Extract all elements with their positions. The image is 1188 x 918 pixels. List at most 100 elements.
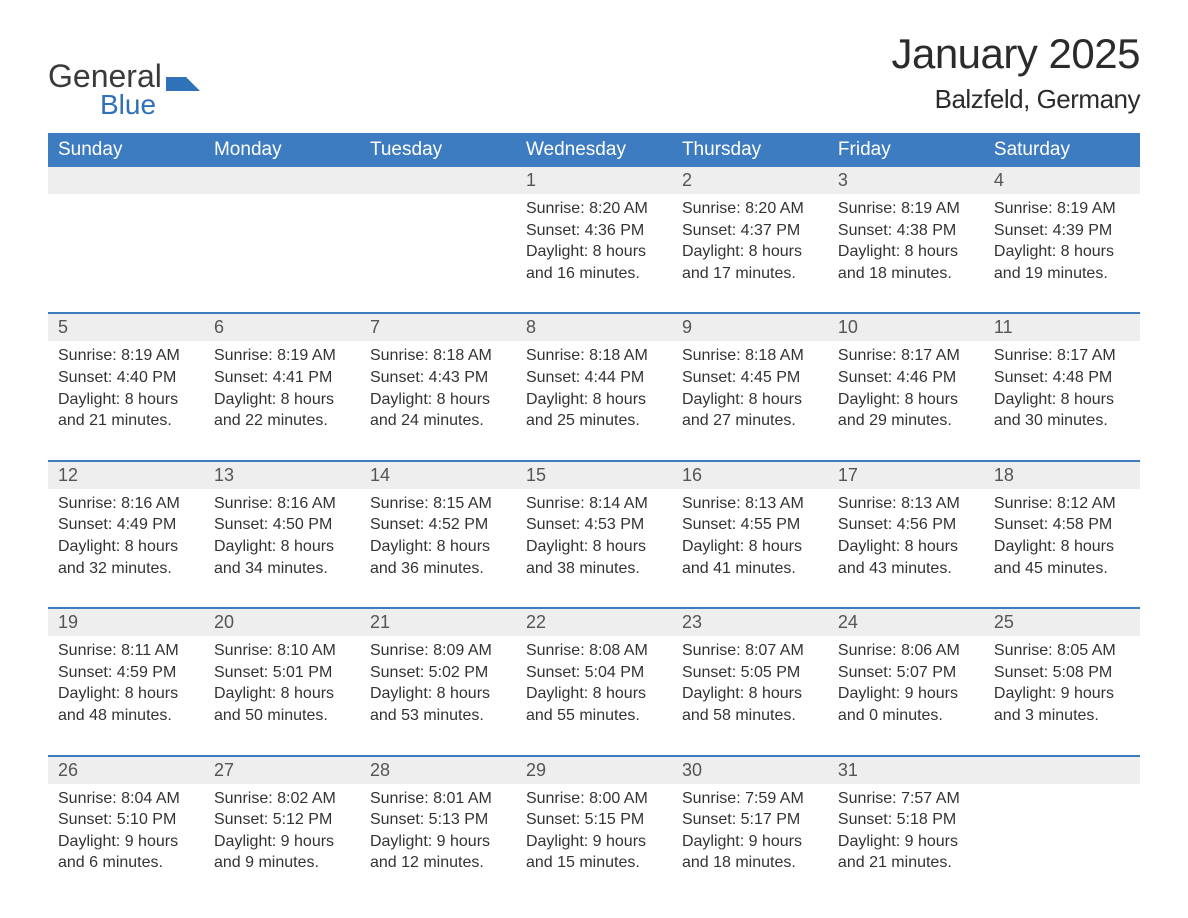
weekday-header: Friday [828, 133, 984, 167]
day-sunset: Sunset: 5:13 PM [370, 809, 506, 831]
day-number-cell: 31 [828, 756, 984, 784]
day-sunset: Sunset: 4:39 PM [994, 220, 1130, 242]
day-d1: Daylight: 9 hours [214, 831, 350, 853]
day-sunrise: Sunrise: 7:59 AM [682, 788, 818, 810]
day-sunrise: Sunrise: 8:20 AM [526, 198, 662, 220]
day-d1: Daylight: 8 hours [526, 683, 662, 705]
calendar-table: Sunday Monday Tuesday Wednesday Thursday… [48, 133, 1140, 902]
day-d2: and 9 minutes. [214, 852, 350, 874]
weekday-header: Sunday [48, 133, 204, 167]
location-subtitle: Balzfeld, Germany [891, 84, 1140, 115]
day-d1: Daylight: 8 hours [58, 683, 194, 705]
day-sunset: Sunset: 4:53 PM [526, 514, 662, 536]
day-number-cell: 30 [672, 756, 828, 784]
day-d2: and 41 minutes. [682, 558, 818, 580]
day-sunrise: Sunrise: 8:00 AM [526, 788, 662, 810]
day-sunset: Sunset: 4:48 PM [994, 367, 1130, 389]
day-number-cell: 20 [204, 608, 360, 636]
day-sunset: Sunset: 4:46 PM [838, 367, 974, 389]
logo: General Blue [48, 30, 200, 121]
day-d2: and 22 minutes. [214, 410, 350, 432]
day-detail-cell: Sunrise: 8:19 AMSunset: 4:38 PMDaylight:… [828, 194, 984, 313]
day-sunrise: Sunrise: 8:01 AM [370, 788, 506, 810]
day-d1: Daylight: 8 hours [214, 536, 350, 558]
daynum-row: 567891011 [48, 313, 1140, 341]
detail-row: Sunrise: 8:04 AMSunset: 5:10 PM Daylight:… [48, 784, 1140, 902]
day-d1: Daylight: 8 hours [58, 389, 194, 411]
day-detail-cell: Sunrise: 8:00 AMSunset: 5:15 PMDaylight:… [516, 784, 672, 902]
day-d2: and 18 minutes. [682, 852, 818, 874]
day-sunrise: Sunrise: 8:06 AM [838, 640, 974, 662]
day-number-cell: 5 [48, 313, 204, 341]
day-number-cell: 17 [828, 461, 984, 489]
day-number-cell: 7 [360, 313, 516, 341]
day-d2: and 48 minutes. [58, 705, 194, 727]
day-number-cell: 12 [48, 461, 204, 489]
day-number-cell: 14 [360, 461, 516, 489]
detail-row: Sunrise: 8:16 AMSunset: 4:49 PMDaylight:… [48, 489, 1140, 608]
day-sunset: Sunset: 4:40 PM [58, 367, 194, 389]
day-detail-cell: Sunrise: 8:18 AMSunset: 4:43 PMDaylight:… [360, 341, 516, 460]
day-detail-cell: Sunrise: 8:07 AMSunset: 5:05 PMDaylight:… [672, 636, 828, 755]
day-sunrise: Sunrise: 8:20 AM [682, 198, 818, 220]
day-sunrise: Sunrise: 8:13 AM [838, 493, 974, 515]
daynum-row: 12131415161718 [48, 461, 1140, 489]
day-detail-cell [984, 784, 1140, 902]
day-d2: and 15 minutes. [526, 852, 662, 874]
day-d1: Daylight: 8 hours [682, 683, 818, 705]
day-sunset: Sunset: 4:38 PM [838, 220, 974, 242]
day-number-cell: 10 [828, 313, 984, 341]
day-detail-cell: Sunrise: 8:06 AMSunset: 5:07 PMDaylight:… [828, 636, 984, 755]
day-d2: and 16 minutes. [526, 263, 662, 285]
day-sunset: Sunset: 5:10 PM [58, 809, 194, 831]
day-sunset: Sunset: 4:44 PM [526, 367, 662, 389]
day-sunrise: Sunrise: 8:05 AM [994, 640, 1130, 662]
day-detail-cell: Sunrise: 8:16 AMSunset: 4:49 PMDaylight:… [48, 489, 204, 608]
day-detail-cell: Sunrise: 8:19 AMSunset: 4:41 PMDaylight:… [204, 341, 360, 460]
weekday-header: Saturday [984, 133, 1140, 167]
day-d1: Daylight: 9 hours [838, 683, 974, 705]
day-d1: Daylight: 8 hours [994, 241, 1130, 263]
day-detail-cell: Sunrise: 8:04 AMSunset: 5:10 PMDaylight:… [48, 784, 204, 902]
day-d2: and 58 minutes. [682, 705, 818, 727]
day-detail-cell: Sunrise: 8:09 AMSunset: 5:02 PMDaylight:… [360, 636, 516, 755]
day-d2: and 29 minutes. [838, 410, 974, 432]
day-number-cell: 26 [48, 756, 204, 784]
day-sunset: Sunset: 5:12 PM [214, 809, 350, 831]
day-d2: and 50 minutes. [214, 705, 350, 727]
day-sunrise: Sunrise: 7:57 AM [838, 788, 974, 810]
day-d2: and 53 minutes. [370, 705, 506, 727]
day-d1: Daylight: 8 hours [682, 389, 818, 411]
day-sunrise: Sunrise: 8:08 AM [526, 640, 662, 662]
day-detail-cell: Sunrise: 8:12 AMSunset: 4:58 PMDaylight:… [984, 489, 1140, 608]
daynum-row: 19202122232425 [48, 608, 1140, 636]
day-sunset: Sunset: 4:55 PM [682, 514, 818, 536]
detail-row: Sunrise: 8:19 AMSunset: 4:40 PMDaylight:… [48, 341, 1140, 460]
day-sunrise: Sunrise: 8:12 AM [994, 493, 1130, 515]
day-detail-cell: Sunrise: 8:20 AMSunset: 4:36 PMDaylight:… [516, 194, 672, 313]
day-d1: Daylight: 9 hours [838, 831, 974, 853]
day-detail-cell: Sunrise: 8:18 AMSunset: 4:44 PMDaylight:… [516, 341, 672, 460]
day-sunrise: Sunrise: 8:04 AM [58, 788, 194, 810]
day-detail-cell: Sunrise: 8:13 AMSunset: 4:55 PMDaylight:… [672, 489, 828, 608]
day-number-cell: 28 [360, 756, 516, 784]
day-number-cell: 9 [672, 313, 828, 341]
day-sunset: Sunset: 5:02 PM [370, 662, 506, 684]
day-sunrise: Sunrise: 8:17 AM [838, 345, 974, 367]
day-number-cell: 23 [672, 608, 828, 636]
day-detail-cell: Sunrise: 8:05 AMSunset: 5:08 PMDaylight:… [984, 636, 1140, 755]
day-d2: and 30 minutes. [994, 410, 1130, 432]
day-sunrise: Sunrise: 8:02 AM [214, 788, 350, 810]
day-d2: and 3 minutes. [994, 705, 1130, 727]
day-d1: Daylight: 9 hours [370, 831, 506, 853]
day-d1: Daylight: 8 hours [682, 241, 818, 263]
day-number-cell: 16 [672, 461, 828, 489]
day-sunset: Sunset: 4:59 PM [58, 662, 194, 684]
day-sunset: Sunset: 5:01 PM [214, 662, 350, 684]
day-d1: Daylight: 8 hours [838, 536, 974, 558]
day-sunset: Sunset: 5:15 PM [526, 809, 662, 831]
day-sunset: Sunset: 5:18 PM [838, 809, 974, 831]
day-d1: Daylight: 8 hours [370, 683, 506, 705]
day-d1: Daylight: 8 hours [58, 536, 194, 558]
day-sunset: Sunset: 4:41 PM [214, 367, 350, 389]
